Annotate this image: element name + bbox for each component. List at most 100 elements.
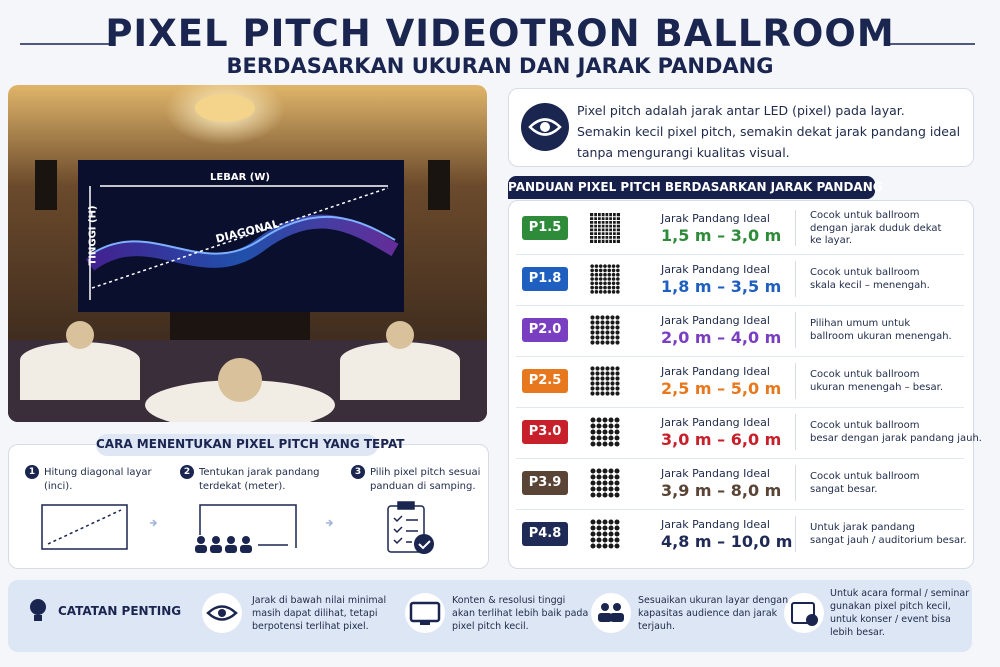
- distance-range: 1,8 m – 3,5 m: [661, 277, 782, 296]
- note-line: terjauh.: [638, 620, 675, 632]
- step-number: 2: [180, 465, 194, 479]
- distance-label: Jarak Pandang Ideal: [661, 518, 770, 531]
- row-note: Cocok untuk ballroom dengan jarak duduk d…: [810, 210, 941, 248]
- intro-line: tanpa mengurangi kualitas visual.: [577, 145, 790, 160]
- row-note: Untuk jarak pandang sangat jauh / auditor…: [810, 522, 967, 547]
- step-line: Hitung diagonal layar: [44, 467, 152, 478]
- note-line: berpotensi terlihat pixel.: [252, 620, 369, 632]
- row-separator: [795, 465, 796, 501]
- note-line: ke layar.: [810, 235, 853, 246]
- step-line: Pilih pixel pitch sesuai: [370, 467, 481, 478]
- note-line: Cocok untuk ballroom: [810, 420, 920, 431]
- step-line: (inci).: [44, 481, 73, 492]
- width-label: LEBAR (W): [210, 172, 270, 183]
- distance-range: 3,0 m – 6,0 m: [661, 430, 782, 449]
- note-line: Untuk jarak pandang: [810, 522, 915, 533]
- steps-title-pill: [96, 434, 378, 456]
- pitch-badge: P1.8: [522, 267, 568, 291]
- row-separator: [795, 210, 796, 246]
- steps-title: CARA MENENTUKAN PIXEL PITCH YANG TEPAT: [96, 437, 405, 451]
- distance-range: 2,0 m – 4,0 m: [661, 328, 782, 347]
- note-line: pixel pitch kecil.: [452, 620, 529, 632]
- distance-range: 2,5 m – 5,0 m: [661, 379, 782, 398]
- row-divider: [516, 305, 964, 306]
- note-line: besar dengan jarak pandang jauh.: [810, 432, 982, 444]
- note-line: Cocok untuk ballroom: [810, 210, 920, 221]
- guide-box: [508, 200, 974, 569]
- intro-text: Pixel pitch adalah jarak antar LED (pixe…: [577, 100, 960, 163]
- note-line: untuk konser / event bisa: [830, 614, 951, 625]
- note-line: sangat jauh / auditorium besar.: [810, 534, 967, 546]
- distance-range: 4,8 m – 10,0 m: [661, 532, 793, 551]
- note-line: Sesuaikan ukuran layar dengan: [638, 594, 789, 606]
- note-line: Cocok untuk ballroom: [810, 267, 920, 278]
- note-line: ukuran menengah – besar.: [810, 381, 944, 393]
- row-divider: [516, 356, 964, 357]
- note-line: kapasitas audience dan jarak: [638, 607, 778, 619]
- pitch-badge: P2.0: [522, 318, 568, 342]
- note-line: dengan jarak duduk dekat: [810, 222, 942, 234]
- title: PIXEL PITCH VIDEOTRON BALLROOM: [105, 12, 895, 55]
- subtitle: BERDASARKAN UKURAN DAN JARAK PANDANG: [226, 54, 774, 78]
- distance-label: Jarak Pandang Ideal: [661, 416, 770, 429]
- row-separator: [795, 312, 796, 348]
- row-note: Cocok untuk ballroom ukuran menengah – be…: [810, 369, 943, 394]
- notes-title: CATATAN PENTING: [58, 604, 182, 618]
- distance-range: 1,5 m – 3,0 m: [661, 226, 782, 245]
- pitch-badge: P1.5: [522, 216, 568, 240]
- step-text: Hitung diagonal layar (inci).: [44, 466, 152, 494]
- note-line: ballroom ukuran menengah.: [810, 330, 952, 342]
- pitch-badge: P3.0: [522, 420, 568, 444]
- row-divider: [516, 509, 964, 510]
- distance-range: 3,9 m – 8,0 m: [661, 481, 782, 500]
- intro-box: [508, 88, 974, 167]
- note-line: akan terlihat lebih baik pada: [452, 607, 589, 619]
- row-divider: [516, 458, 964, 459]
- note-line: Cocok untuk ballroom: [810, 369, 920, 380]
- row-divider: [516, 254, 964, 255]
- step-line: terdekat (meter).: [199, 481, 286, 492]
- row-separator: [795, 363, 796, 399]
- pitch-badge: P2.5: [522, 369, 568, 393]
- row-note: Cocok untuk ballroom besar dengan jarak p…: [810, 420, 982, 445]
- pitch-badge: P3.9: [522, 471, 568, 495]
- distance-label: Jarak Pandang Ideal: [661, 467, 770, 480]
- row-note: Pilihan umum untuk ballroom ukuran meneng…: [810, 318, 952, 343]
- row-separator: [795, 261, 796, 297]
- note-line: Untuk acara formal / seminar: [830, 588, 970, 599]
- row-note: Cocok untuk ballroom sangat besar.: [810, 471, 920, 496]
- step-line: panduan di samping.: [370, 481, 476, 492]
- distance-label: Jarak Pandang Ideal: [661, 263, 770, 276]
- guide-title-band: [508, 176, 875, 199]
- distance-label: Jarak Pandang Ideal: [661, 365, 770, 378]
- note-line: sangat besar.: [810, 483, 878, 495]
- note-line: Pilihan umum untuk: [810, 318, 911, 329]
- note-line: skala kecil – menengah.: [810, 279, 930, 291]
- note-line: gunakan pixel pitch kecil,: [830, 601, 951, 612]
- row-separator: [795, 516, 796, 552]
- note-item: Jarak di bawah nilai minimal masih dapat …: [252, 594, 386, 633]
- step-text: Pilih pixel pitch sesuai panduan di sampi…: [370, 466, 480, 494]
- intro-line: Semakin kecil pixel pitch, semakin dekat…: [577, 124, 961, 139]
- intro-line: Pixel pitch adalah jarak antar LED (pixe…: [577, 103, 905, 118]
- step-number: 3: [351, 465, 365, 479]
- pitch-badge: P4.8: [522, 522, 568, 546]
- note-line: Konten & resolusi tinggi: [452, 594, 566, 606]
- step-text: Tentukan jarak pandang terdekat (meter).: [199, 466, 320, 494]
- distance-label: Jarak Pandang Ideal: [661, 314, 770, 327]
- note-item: Sesuaikan ukuran layar dengan kapasitas a…: [638, 594, 788, 633]
- note-line: Cocok untuk ballroom: [810, 471, 920, 482]
- guide-title: PANDUAN PIXEL PITCH BERDASARKAN JARAK PA…: [508, 180, 883, 194]
- note-item: Untuk acara formal / seminar gunakan pixe…: [830, 587, 969, 639]
- note-item: Konten & resolusi tinggi akan terlihat le…: [452, 594, 588, 633]
- note-line: Jarak di bawah nilai minimal: [252, 594, 387, 606]
- row-separator: [795, 414, 796, 450]
- row-divider: [516, 407, 964, 408]
- note-line: lebih besar.: [830, 627, 885, 638]
